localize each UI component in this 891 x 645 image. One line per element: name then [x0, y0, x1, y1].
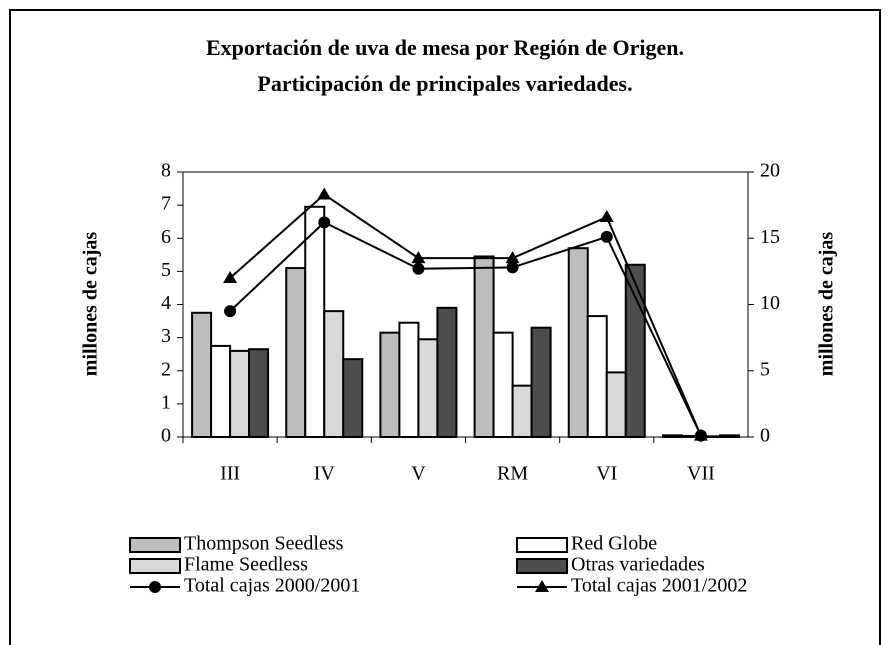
bar: [379, 331, 401, 438]
y2-tick-label: 0: [760, 425, 770, 447]
bar: [304, 205, 326, 438]
legend-label: Flame Seedless: [184, 554, 308, 576]
bar: [605, 371, 627, 438]
line-marker: [223, 271, 238, 283]
bar: [323, 310, 345, 438]
bar: [492, 331, 514, 438]
legend-swatch: [516, 558, 568, 574]
y2-tick-label: 20: [760, 160, 780, 182]
bar: [718, 434, 740, 438]
y-tick-label: 3: [161, 325, 171, 347]
line-marker: [318, 216, 331, 229]
bar: [473, 255, 495, 438]
line: [229, 193, 702, 437]
line-marker: [224, 305, 237, 318]
legend-label: Red Globe: [571, 533, 657, 555]
bar: [248, 348, 270, 438]
line: [229, 221, 702, 437]
line-marker: [149, 581, 161, 593]
y-tick-label: 0: [161, 425, 171, 447]
y-tick-label: 4: [161, 292, 171, 314]
bar: [567, 247, 589, 438]
x-tick-label: III: [220, 463, 240, 485]
bar: [624, 263, 646, 438]
bar: [586, 315, 608, 438]
chart-title: Participación de principales variedades.: [257, 71, 632, 96]
x-tick-label: RM: [497, 463, 528, 485]
y2-axis-label: millones de cajas: [816, 232, 838, 377]
line-marker: [599, 210, 614, 223]
legend-swatch: [129, 537, 181, 553]
chart-title: Exportación de uva de mesa por Región de…: [206, 35, 684, 60]
y2-tick-label: 15: [760, 226, 780, 248]
line-marker: [693, 428, 708, 441]
y-tick-label: 8: [161, 160, 171, 182]
y2-tick-label: 10: [760, 292, 780, 314]
bar: [285, 267, 307, 438]
legend-label: Otras variedades: [571, 554, 705, 576]
x-tick-label: VII: [687, 463, 715, 485]
x-tick-label: V: [411, 463, 426, 485]
bar: [398, 321, 420, 438]
legend-label: Total cajas 2001/2002: [571, 575, 747, 597]
bar: [511, 384, 533, 438]
y-tick-label: 7: [161, 193, 171, 215]
line-marker: [411, 251, 426, 264]
bar: [210, 344, 232, 438]
line-marker: [535, 580, 549, 592]
line-marker: [412, 262, 425, 275]
y-axis-label: millones de cajas: [80, 232, 102, 377]
line-marker: [505, 251, 520, 264]
legend-swatch: [129, 558, 181, 574]
bar: [661, 434, 683, 438]
x-tick-label: IV: [314, 463, 336, 485]
legend-label: Thompson Seedless: [184, 533, 344, 555]
bar: [436, 306, 458, 438]
bar: [530, 326, 552, 438]
line-marker: [506, 261, 519, 274]
y-tick-label: 5: [161, 259, 171, 281]
line-marker: [317, 187, 332, 200]
y-tick-label: 2: [161, 358, 171, 380]
frame: [9, 9, 881, 645]
legend-swatch: [516, 537, 568, 553]
x-tick-label: VI: [596, 463, 617, 485]
bar: [191, 311, 213, 438]
line-marker: [600, 230, 613, 243]
y2-tick-label: 5: [760, 358, 770, 380]
y-tick-label: 6: [161, 226, 171, 248]
bar: [229, 349, 251, 438]
bar: [342, 358, 364, 438]
y-tick-label: 1: [161, 391, 171, 413]
legend-label: Total cajas 2000/2001: [184, 575, 360, 597]
bar: [417, 338, 439, 438]
